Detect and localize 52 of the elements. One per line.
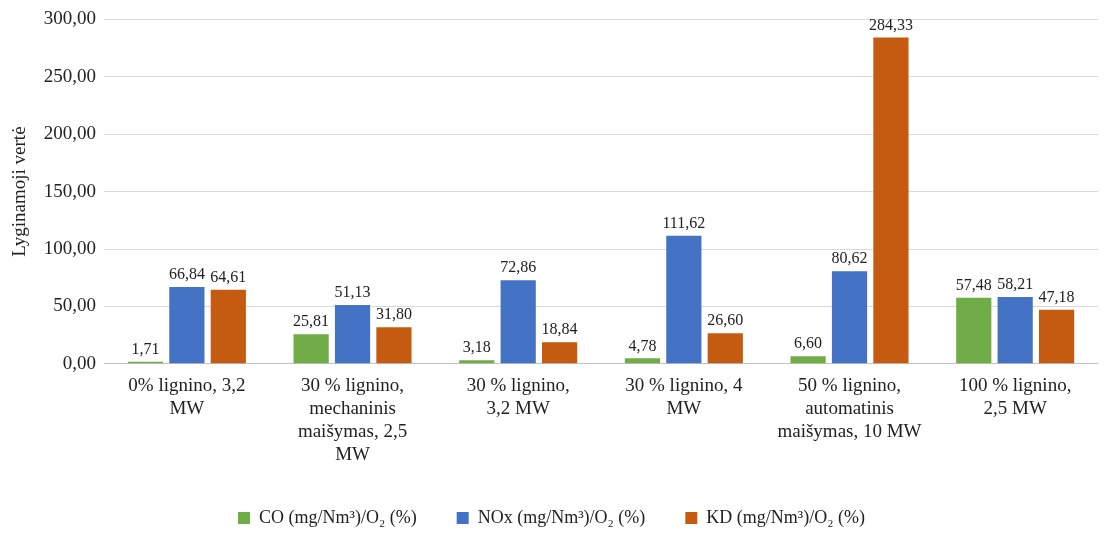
x-tick-label: 100 % lignino, 2,5 MW [958, 374, 1072, 418]
bar [169, 287, 205, 364]
data-label: 3,18 [462, 338, 491, 356]
bar [500, 280, 536, 364]
y-tick-label: 300,00 [43, 7, 97, 29]
bar [459, 360, 495, 364]
data-label: 72,86 [500, 258, 537, 276]
data-label: 26,60 [707, 311, 744, 329]
legend-label: CO (mg/Nm³)/O₂ (%) [259, 506, 417, 528]
bar [666, 235, 702, 364]
legend-label: KD (mg/Nm³)/O₂ (%) [706, 506, 865, 528]
bar [831, 271, 868, 364]
y-tick-label: 100,00 [43, 236, 97, 258]
x-tick-label: 30 % lignino, 4 MW [625, 374, 743, 418]
y-tick-label: 50,00 [53, 294, 97, 316]
y-tick-label: 150,00 [43, 179, 97, 201]
x-tick-label: 30 % lignino, 3,2 MW [466, 374, 570, 418]
legend-label: NOx (mg/Nm³)/O₂ (%) [477, 506, 646, 528]
x-tick-label: 0% lignino, 3,2 MW [128, 374, 246, 418]
data-label: 18,84 [541, 320, 578, 338]
bar [956, 297, 992, 364]
data-label: 25,81 [293, 312, 330, 330]
data-label: 58,21 [997, 275, 1034, 293]
x-tick-label: 50 % lignino, automatinis maišymas, 10 MW [777, 374, 922, 441]
y-tick-label: 200,00 [43, 122, 97, 144]
data-label: 51,13 [334, 283, 371, 301]
data-label: 1,71 [131, 340, 160, 358]
y-tick-label: 250,00 [43, 64, 97, 86]
bar [707, 333, 743, 364]
y-tick-label: 0,00 [62, 351, 97, 373]
data-label: 47,18 [1038, 287, 1075, 305]
bar [873, 37, 909, 364]
data-label: 66,84 [168, 265, 205, 283]
data-label: 31,80 [375, 305, 412, 323]
bar [376, 327, 412, 364]
bar [1038, 309, 1075, 364]
y-axis-title: Lyginamoji vertė [8, 126, 30, 257]
bar [624, 358, 661, 364]
bar [293, 334, 329, 364]
data-label: 6,60 [794, 334, 823, 352]
data-label: 57,48 [955, 276, 992, 294]
data-label: 64,61 [210, 267, 247, 285]
bar [334, 305, 371, 364]
data-label: 80,62 [831, 249, 868, 267]
x-tick-label: 30 % lignino, mechaninis maišymas, 2,5 MW [297, 374, 408, 464]
data-label: 111,62 [662, 213, 706, 231]
bar [542, 342, 578, 364]
bar [997, 296, 1033, 364]
data-label: 4,78 [628, 336, 657, 354]
bar [210, 289, 246, 364]
data-label: 284,33 [868, 15, 913, 33]
bar [790, 356, 826, 364]
